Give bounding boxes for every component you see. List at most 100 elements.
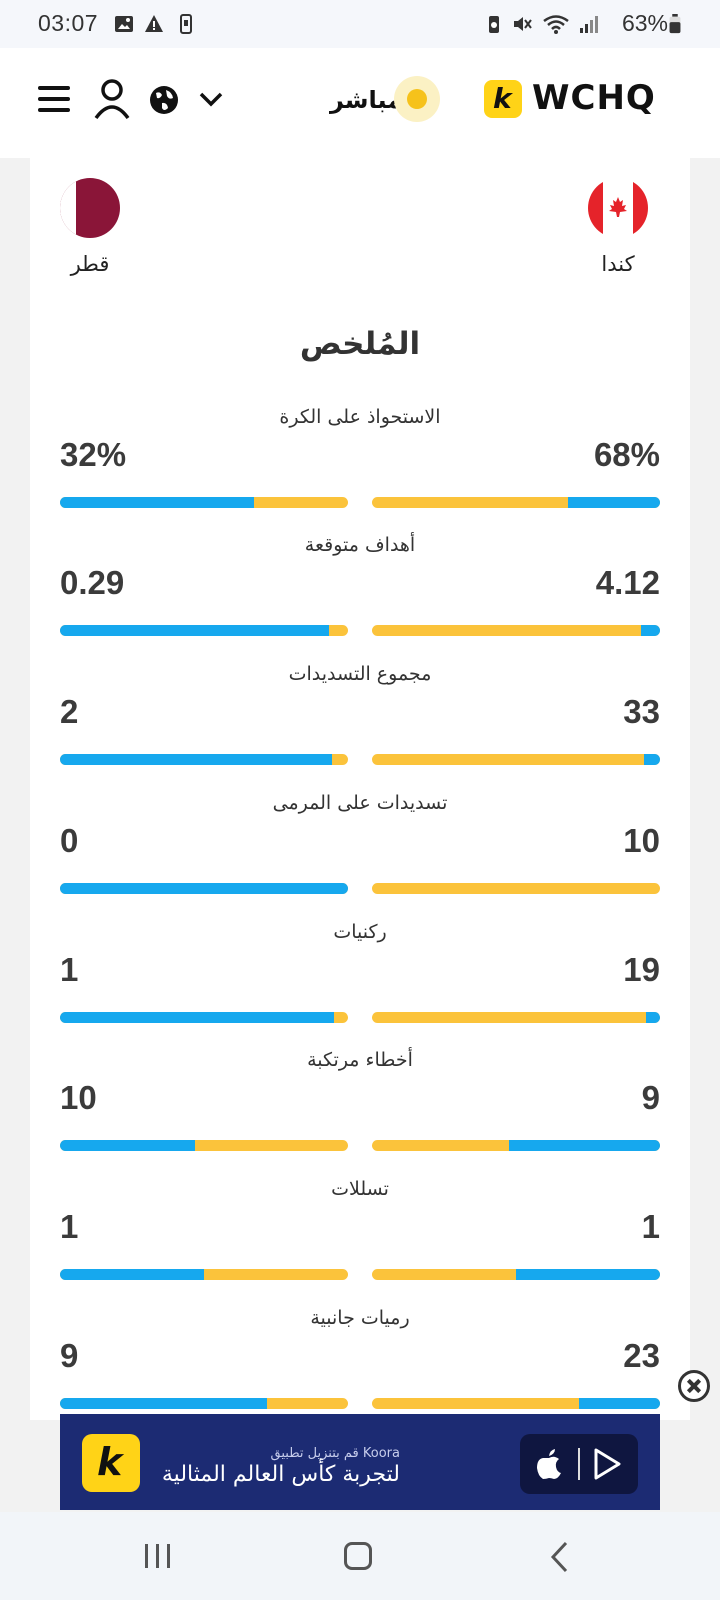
stat-label: الاستحواذ على الكرة — [279, 406, 441, 428]
battery-icon — [669, 14, 681, 34]
stat-label: أهداف متوقعة — [304, 534, 416, 556]
away-stat-bar-fill — [60, 754, 333, 765]
away-team[interactable]: قطر — [50, 178, 130, 276]
app-download-ad[interactable]: k Koora قم بتنزيل تطبيق لتجربة كأس العال… — [60, 1414, 660, 1510]
store-buttons[interactable] — [520, 1434, 638, 1494]
system-navigation-bar — [0, 1512, 720, 1600]
battery-percent: 63% — [621, 10, 668, 36]
home-team-name: كندا — [601, 252, 635, 276]
home-stat-value: 23 — [623, 1337, 660, 1374]
user-icon[interactable] — [93, 78, 131, 120]
home-stat-bar — [372, 754, 660, 765]
stat-row: أهداف متوقعة 0.29 4.12 — [60, 534, 660, 654]
back-icon[interactable] — [548, 1540, 570, 1574]
stat-row: تسللات 1 1 — [60, 1178, 660, 1298]
home-stat-bar — [372, 1398, 660, 1409]
home-stat-bar-fill — [645, 1012, 660, 1023]
phone-icon — [180, 14, 192, 34]
stat-label: أخطاء مرتكبة — [307, 1049, 413, 1071]
top-navigation-bar: مباشر k WCHQ — [0, 48, 720, 158]
away-stat-bar-fill — [60, 1398, 268, 1409]
away-stat-value: 1 — [60, 1208, 79, 1245]
home-team[interactable]: كندا — [578, 178, 658, 276]
ad-line1: Koora قم بتنزيل تطبيق — [270, 1446, 400, 1461]
brand-logo-icon[interactable]: k — [484, 80, 522, 118]
home-stat-value: 68% — [593, 436, 660, 473]
home-stat-bar — [372, 497, 660, 508]
signal-icon — [580, 16, 598, 33]
summary-title: المُلخص — [299, 326, 421, 362]
home-icon[interactable] — [344, 1542, 372, 1570]
live-label[interactable]: مباشر — [330, 86, 403, 114]
away-stat-value: 2 — [60, 693, 79, 730]
away-stat-bar-fill — [60, 1012, 334, 1023]
home-stat-bar-fill — [567, 497, 660, 508]
away-stat-bar — [60, 1269, 348, 1280]
status-time: 03:07 — [38, 10, 99, 36]
away-stat-value: 10 — [60, 1079, 97, 1116]
home-stat-value: 9 — [641, 1079, 660, 1116]
home-stat-bar-fill — [516, 1269, 660, 1280]
menu-icon[interactable] — [38, 86, 70, 116]
home-stat-bar-fill — [644, 754, 660, 765]
home-stat-value: 33 — [623, 693, 660, 730]
away-stat-bar — [60, 1140, 348, 1151]
home-stat-bar — [372, 1012, 660, 1023]
play-store-icon[interactable] — [592, 1448, 622, 1480]
home-stat-value: 19 — [623, 951, 660, 988]
qatar-flag-icon — [60, 178, 120, 238]
canada-flag-icon — [588, 178, 648, 238]
away-stat-value: 0.29 — [60, 564, 125, 601]
away-stat-value: 32% — [60, 436, 127, 473]
stat-row: مجموع التسديدات 2 33 — [60, 663, 660, 783]
stat-row: تسديدات على المرمى 0 10 — [60, 792, 660, 912]
away-stat-bar — [60, 625, 348, 636]
mute-icon — [514, 17, 532, 31]
status-bar: 03:07 63% — [0, 0, 720, 48]
match-summary-card: قطر كندا المُلخص الاستحواذ على الكرة 32% 6… — [30, 158, 690, 1420]
away-stat-value: 9 — [60, 1337, 79, 1374]
away-team-name: قطر — [70, 252, 110, 276]
close-ad-icon[interactable] — [678, 1370, 710, 1402]
stat-label: تسللات — [331, 1178, 389, 1200]
home-stat-bar — [372, 883, 660, 894]
away-stat-bar-fill — [60, 1269, 204, 1280]
koora-logo-icon: k — [82, 1434, 140, 1492]
home-stat-bar — [372, 1269, 660, 1280]
stat-row: الاستحواذ على الكرة 32% 68% — [60, 406, 660, 526]
home-stat-bar-fill — [641, 625, 660, 636]
away-stat-bar-fill — [60, 497, 255, 508]
stat-row: رميات جانبية 9 23 — [60, 1307, 660, 1420]
image-icon — [115, 16, 133, 32]
away-stat-value: 1 — [60, 951, 79, 988]
home-stat-bar-fill — [508, 1140, 660, 1151]
battery-saver-icon — [489, 16, 499, 33]
away-stat-bar — [60, 497, 348, 508]
home-stat-value: 10 — [623, 822, 660, 859]
stat-label: ركنيات — [333, 921, 387, 943]
away-stat-bar — [60, 1012, 348, 1023]
home-stat-value: 4.12 — [595, 564, 660, 601]
away-stat-bar — [60, 1398, 348, 1409]
ad-line2: لتجربة كأس العالم المثالية — [161, 1462, 400, 1487]
away-stat-bar-fill — [60, 883, 348, 894]
recent-apps-icon[interactable] — [143, 1542, 173, 1570]
apple-icon[interactable] — [534, 1448, 564, 1480]
away-stat-bar — [60, 754, 348, 765]
brand-wordmark[interactable]: WCHQ — [532, 78, 656, 118]
chevron-down-icon[interactable] — [198, 90, 224, 108]
live-indicator-icon[interactable] — [394, 76, 440, 122]
home-stat-bar — [372, 1140, 660, 1151]
away-stat-value: 0 — [60, 822, 79, 859]
stat-label: رميات جانبية — [310, 1307, 410, 1329]
stat-label: مجموع التسديدات — [288, 663, 432, 685]
away-stat-bar-fill — [60, 625, 330, 636]
away-stat-bar — [60, 883, 348, 894]
home-stat-bar — [372, 625, 660, 636]
stat-row: ركنيات 1 19 — [60, 921, 660, 1041]
home-stat-value: 1 — [641, 1208, 660, 1245]
stat-label: تسديدات على المرمى — [272, 792, 448, 814]
globe-icon[interactable] — [148, 84, 180, 116]
stat-row: أخطاء مرتكبة 10 9 — [60, 1049, 660, 1169]
home-stat-bar-fill — [579, 1398, 660, 1409]
